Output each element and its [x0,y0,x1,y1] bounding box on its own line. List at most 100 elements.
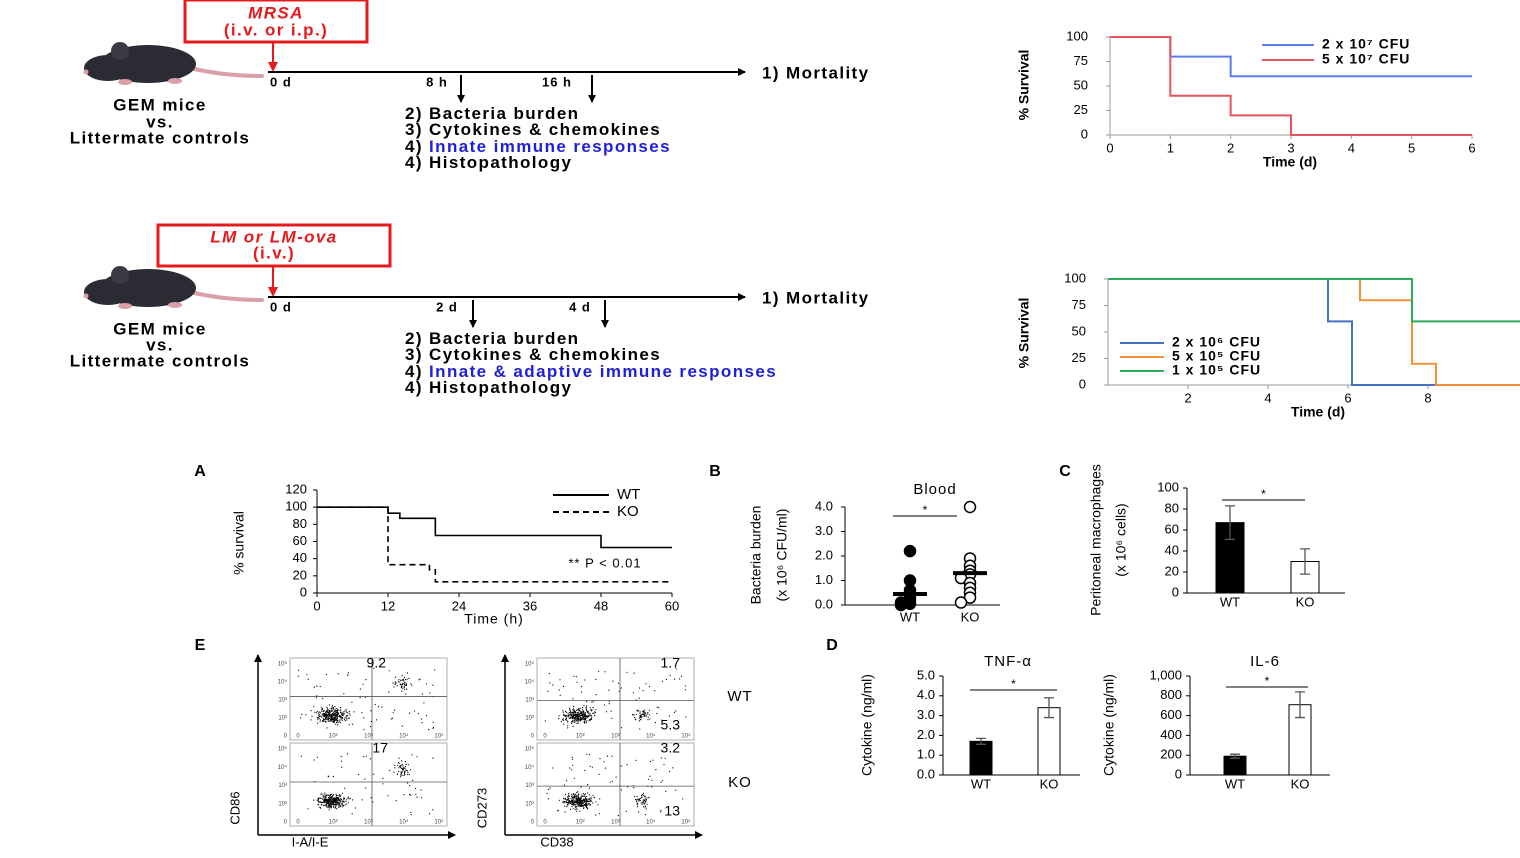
event-dot [637,799,639,801]
event-dot [577,803,579,805]
event-dot [583,705,585,707]
event-dot [580,786,582,788]
event-dot [644,712,646,714]
event-dot [572,764,574,766]
event-dot [310,710,312,712]
event-dot [578,716,580,718]
event-dot [638,687,641,689]
event-dot [335,797,337,799]
event-dot [328,806,330,808]
event-dot [351,701,353,703]
event-dot [644,806,646,808]
event-dot [567,725,569,727]
event-dot [684,689,687,691]
event-dot [574,709,576,711]
event-dot [572,712,574,714]
event-dot [323,797,325,799]
event-dot [411,684,413,686]
event-dot [347,797,349,799]
y-tick-label: 100 [285,499,307,514]
event-dot [588,712,590,714]
event-dot [399,683,401,685]
event-dot [402,682,404,685]
x-tick-label: 12 [381,598,395,613]
event-dot [569,767,571,769]
event-dot [598,670,600,672]
event-dot [334,712,336,715]
event-dot [334,720,336,722]
event-dot [638,720,641,722]
event-dot [569,800,571,802]
event-dot [564,805,566,807]
y-axis-label: Peritoneal macrophages [1088,464,1104,616]
event-dot [340,799,343,801]
event-dot [403,685,405,688]
event-dot [348,724,350,726]
event-dot [408,712,411,714]
event-dot [562,711,565,713]
event-dot [405,684,407,687]
legend-label: 5 x 10⁵ CFU [1172,348,1261,364]
event-dot [647,716,649,718]
event-dot [635,759,637,762]
event-dot [388,670,390,672]
readout: 4) Histopathology [405,153,572,172]
event-dot [574,795,576,797]
event-dot [382,783,384,785]
event-dot [585,717,587,719]
event-dot [581,794,583,796]
event-dot [402,769,404,771]
event-dot [323,799,325,801]
event-dot [326,799,328,802]
event-dot [615,776,617,778]
event-dot [626,671,628,673]
legend-label: 1 x 10⁵ CFU [1172,362,1261,378]
event-dot [577,804,579,806]
event-dot [644,802,646,804]
event-dot [568,794,570,796]
event-dot [685,716,687,718]
event-dot [341,717,343,719]
data-point [963,500,977,514]
event-dot [547,798,549,800]
event-dot [325,711,327,713]
event-dot [608,703,610,705]
event-dot [638,717,640,719]
panel-letter: D [826,637,838,654]
y-tick-label: 50 [1074,77,1088,92]
event-dot [330,717,332,720]
mouse-nose [83,293,89,299]
event-dot [598,813,600,815]
event-dot [634,718,636,720]
event-dot [432,727,434,729]
event-dot [570,793,573,795]
readout: 4) Innate & adaptive immune responses [405,362,777,381]
event-dot [341,803,343,805]
event-dot [336,808,338,810]
event-dot [319,801,321,803]
event-dot [337,673,339,675]
event-dot [332,715,334,717]
event-dot [400,766,402,768]
significance-label: * [1265,674,1270,688]
event-dot [564,715,567,717]
event-dot [323,710,325,712]
route-label: (i.v.) [253,243,295,262]
event-dot [415,787,417,790]
flow-tick-label: 0 [531,820,535,826]
event-dot [572,800,574,802]
event-dot [337,800,339,802]
event-dot [388,691,390,693]
panel-letter: E [195,637,206,654]
event-dot [372,801,374,803]
significance-label: * [1261,487,1266,501]
event-dot [569,709,571,711]
event-dot [590,717,592,719]
event-dot [392,717,394,719]
event-dot [349,798,351,800]
event-dot [642,792,645,795]
bar [969,740,993,776]
event-dot [592,794,594,796]
event-dot [570,795,573,798]
event-dot [566,719,568,722]
